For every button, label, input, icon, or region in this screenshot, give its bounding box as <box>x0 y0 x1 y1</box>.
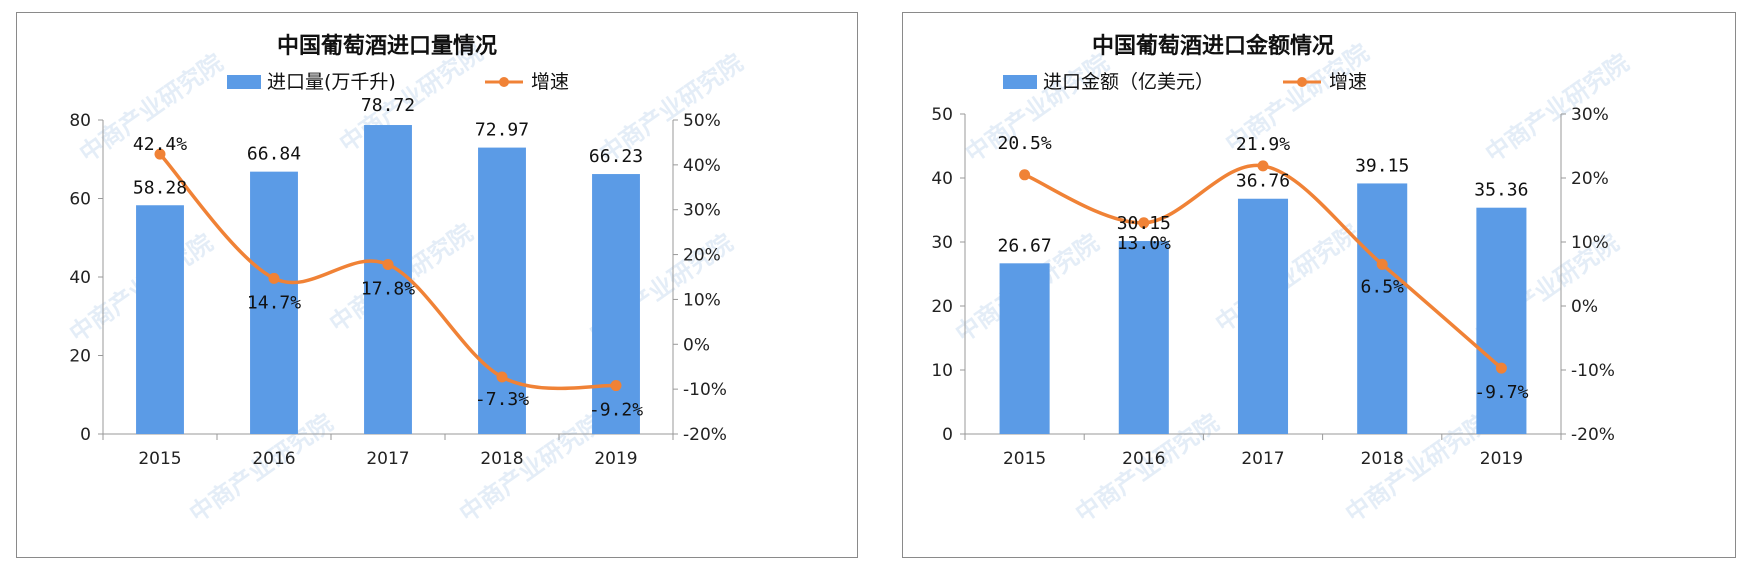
bar-value-label: 30.15 <box>1117 213 1171 234</box>
bar-value-label: 26.67 <box>998 235 1052 256</box>
legend-bar-swatch <box>227 75 261 89</box>
y-right-tick-label: -20% <box>683 425 727 445</box>
y-right-tick-label: 50% <box>683 111 721 131</box>
x-tick-label: 2019 <box>594 449 637 469</box>
legend-line-label: 增速 <box>1329 71 1367 93</box>
y-left-tick-label: 20 <box>931 297 953 317</box>
bar-2018 <box>1357 183 1408 434</box>
bar-2016 <box>250 171 298 434</box>
y-left-tick-label: 40 <box>931 169 953 189</box>
legend-bar-label: 进口量(万千升) <box>267 71 396 93</box>
growth-point-2019 <box>1495 362 1507 374</box>
x-tick-label: 2019 <box>1480 449 1523 469</box>
bar-value-label: 35.36 <box>1474 180 1528 201</box>
growth-point-2016 <box>1138 217 1150 229</box>
x-tick-label: 2017 <box>1241 449 1284 469</box>
bar-value-label: 66.84 <box>247 144 301 165</box>
x-tick-label: 2018 <box>480 449 523 469</box>
bar-value-label: 72.97 <box>475 120 529 141</box>
growth-value-label: 17.8% <box>361 278 415 299</box>
y-right-tick-label: -10% <box>1571 361 1615 381</box>
growth-value-label: 14.7% <box>247 292 301 313</box>
bar-2019 <box>592 174 640 435</box>
watermark-text: 中商产业研究院 <box>454 409 608 528</box>
growth-value-label: -7.3% <box>475 389 529 410</box>
bar-2016 <box>1118 241 1169 434</box>
growth-value-label: -9.2% <box>589 400 643 421</box>
y-right-tick-label: -20% <box>1571 425 1615 445</box>
bar-value-label: 58.28 <box>133 177 187 198</box>
y-left-tick-label: 30 <box>931 233 953 253</box>
bar-2017 <box>364 125 412 435</box>
y-left-tick-label: 80 <box>69 111 91 131</box>
bar-value-label: 78.72 <box>361 95 415 116</box>
legend-line-marker <box>499 77 509 87</box>
y-right-tick-label: 30% <box>683 201 721 221</box>
y-left-tick-label: 40 <box>69 268 91 288</box>
legend-line-marker <box>1297 77 1307 87</box>
y-right-tick-label: 0% <box>683 335 710 355</box>
y-right-tick-label: 20% <box>1571 169 1609 189</box>
y-right-tick-label: 30% <box>1571 105 1609 125</box>
x-tick-label: 2015 <box>138 449 181 469</box>
x-tick-label: 2016 <box>252 449 295 469</box>
legend-bar-swatch <box>1003 75 1037 89</box>
y-right-tick-label: 40% <box>683 156 721 176</box>
growth-value-label: -9.7% <box>1474 382 1528 403</box>
y-right-tick-label: 10% <box>1571 233 1609 253</box>
watermark-text: 中商产业研究院 <box>1480 49 1634 168</box>
chart-title: 中国葡萄酒进口量情况 <box>277 33 497 59</box>
y-right-tick-label: 20% <box>683 246 721 266</box>
growth-value-label: 20.5% <box>998 133 1052 154</box>
bar-2017 <box>1237 198 1289 434</box>
chart-panel-import-value: 中商产业研究院 中商产业研究院 中商产业研究院 中商产业研究院 中商产业研究院 中商产业研… <box>902 12 1736 558</box>
x-tick-label: 2017 <box>366 449 409 469</box>
growth-point-2017 <box>382 258 394 270</box>
bar-value-label: 66.23 <box>589 146 643 167</box>
chart-title: 中国葡萄酒进口金额情况 <box>1092 33 1334 59</box>
growth-point-2018 <box>1376 258 1388 270</box>
y-right-tick-label: 0% <box>1571 297 1598 317</box>
y-right-tick-label: 10% <box>683 290 721 310</box>
y-left-tick-label: 50 <box>931 105 953 125</box>
growth-point-2018 <box>496 371 508 383</box>
legend-line-label: 增速 <box>531 71 569 93</box>
y-left-tick-label: 10 <box>931 361 953 381</box>
bar-value-label: 36.76 <box>1236 171 1290 192</box>
growth-value-label: 13.0% <box>1117 233 1171 254</box>
bar-2015 <box>999 263 1050 434</box>
bar-2015 <box>136 205 184 434</box>
x-tick-label: 2015 <box>1003 449 1046 469</box>
growth-value-label: 21.9% <box>1236 134 1290 155</box>
growth-point-2015 <box>1019 169 1031 181</box>
bar-2019 <box>1476 207 1527 434</box>
bar-2018 <box>478 147 526 434</box>
y-left-tick-label: 20 <box>69 347 91 367</box>
growth-point-2015 <box>154 148 166 160</box>
growth-value-label: 42.4% <box>133 134 187 155</box>
y-left-tick-label: 0 <box>942 425 953 445</box>
growth-point-2019 <box>610 380 622 392</box>
growth-value-label: 6.5% <box>1361 276 1405 297</box>
bar-value-label: 39.15 <box>1355 155 1409 176</box>
x-tick-label: 2018 <box>1361 449 1404 469</box>
growth-point-2017 <box>1257 160 1269 172</box>
chart-panel-import-volume: 中商产业研究院 中商产业研究院 中商产业研究院 中商产业研究院 中商产业研究院 中商产业研… <box>16 12 858 558</box>
x-tick-label: 2016 <box>1122 449 1165 469</box>
y-left-tick-label: 0 <box>80 425 91 445</box>
growth-point-2016 <box>268 272 280 284</box>
y-right-tick-label: -10% <box>683 380 727 400</box>
y-left-tick-label: 60 <box>69 190 91 210</box>
legend-bar-label: 进口金额（亿美元） <box>1043 71 1214 93</box>
